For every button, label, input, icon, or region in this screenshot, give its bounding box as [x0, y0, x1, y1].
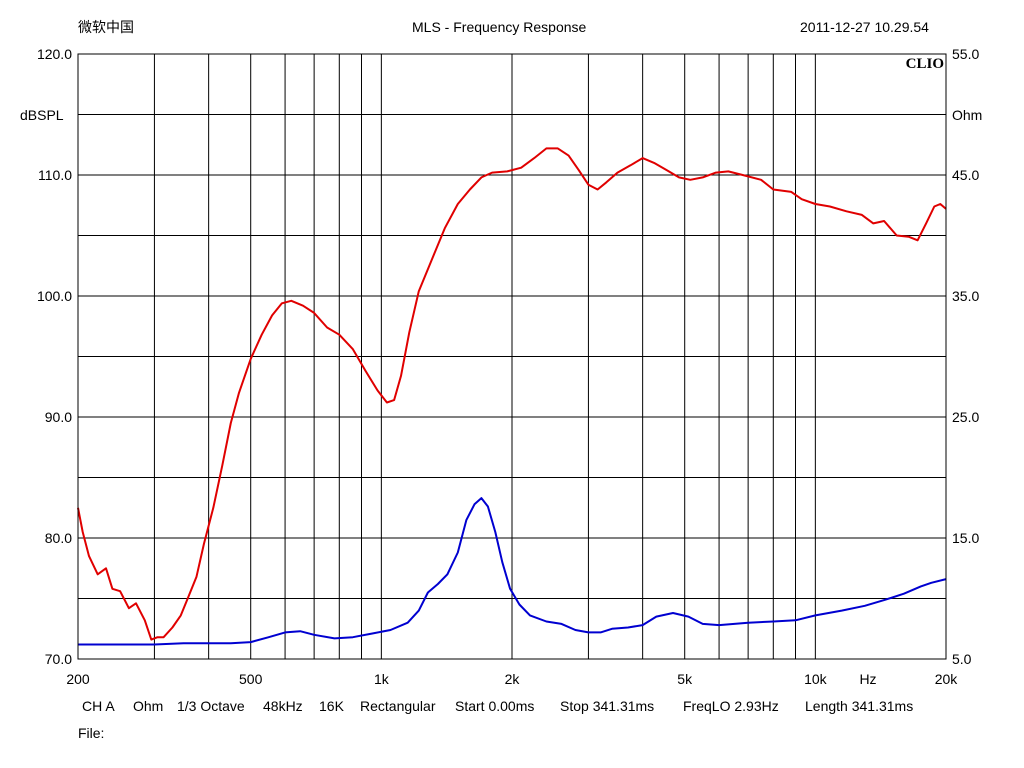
y-left-tick-label: 80.0	[45, 530, 72, 546]
y-right-tick-label: 25.0	[952, 409, 979, 425]
plot-frame	[77, 53, 947, 660]
x-tick-label: 1k	[374, 671, 390, 687]
header-left-text: 微软中国	[78, 19, 134, 35]
footer-info-item: Stop 341.31ms	[560, 698, 655, 714]
y-right-axis-label: Ohm	[952, 107, 982, 123]
y-left-tick-label: 70.0	[45, 651, 72, 667]
y-left-tick-label: 100.0	[37, 288, 72, 304]
footer-info-item: CH A	[82, 698, 115, 714]
y-right-tick-label: 45.0	[952, 167, 979, 183]
x-tick-label: 20k	[935, 671, 959, 687]
y-right-tick-label: 15.0	[952, 530, 979, 546]
grid-layer	[77, 53, 947, 660]
x-unit-label: Hz	[859, 671, 876, 687]
clio-brand-text: CLIO	[906, 56, 944, 72]
file-label: File:	[78, 725, 105, 741]
x-tick-label: 500	[239, 671, 263, 687]
y-right-tick-label: 55.0	[952, 46, 979, 62]
y-left-tick-label: 90.0	[45, 409, 72, 425]
impedance-curve	[78, 497, 947, 646]
x-tick-label: 200	[66, 671, 90, 687]
footer-info-item: 16K	[319, 698, 344, 714]
y-left-tick-label: 120.0	[37, 46, 72, 62]
y-left-axis-label: dBSPL	[20, 107, 64, 123]
label-layer: 120.0 110.0 100.0 90.0 80.0 70.0 55.0 45.0 35.0 2…	[20, 46, 982, 687]
spl-curve	[77, 147, 947, 641]
footer-info-item: Length 341.31ms	[805, 698, 914, 714]
x-tick-label: 5k	[677, 671, 693, 687]
series-layer	[77, 147, 947, 646]
x-tick-label: 2k	[505, 671, 521, 687]
footer-info-item: 48kHz	[263, 698, 303, 714]
footer-info-item: FreqLO 2.93Hz	[683, 698, 779, 714]
y-right-tick-label: 35.0	[952, 288, 979, 304]
footer-info-item: Rectangular	[360, 698, 436, 714]
header-timestamp: 2011-12-27 10.29.54	[800, 19, 929, 35]
footer-info-item: Ohm	[133, 698, 164, 714]
footer-info-item: 1/3 Octave	[177, 698, 245, 714]
footer-info-item: Start 0.00ms	[455, 698, 535, 714]
x-tick-label: 10k	[804, 671, 828, 687]
y-right-tick-label: 5.0	[952, 651, 972, 667]
chart-title: MLS - Frequency Response	[412, 19, 587, 35]
y-left-tick-label: 110.0	[38, 167, 72, 183]
frequency-response-chart: 120.0 110.0 100.0 90.0 80.0 70.0 55.0 45.0 35.0 2…	[20, 46, 982, 687]
